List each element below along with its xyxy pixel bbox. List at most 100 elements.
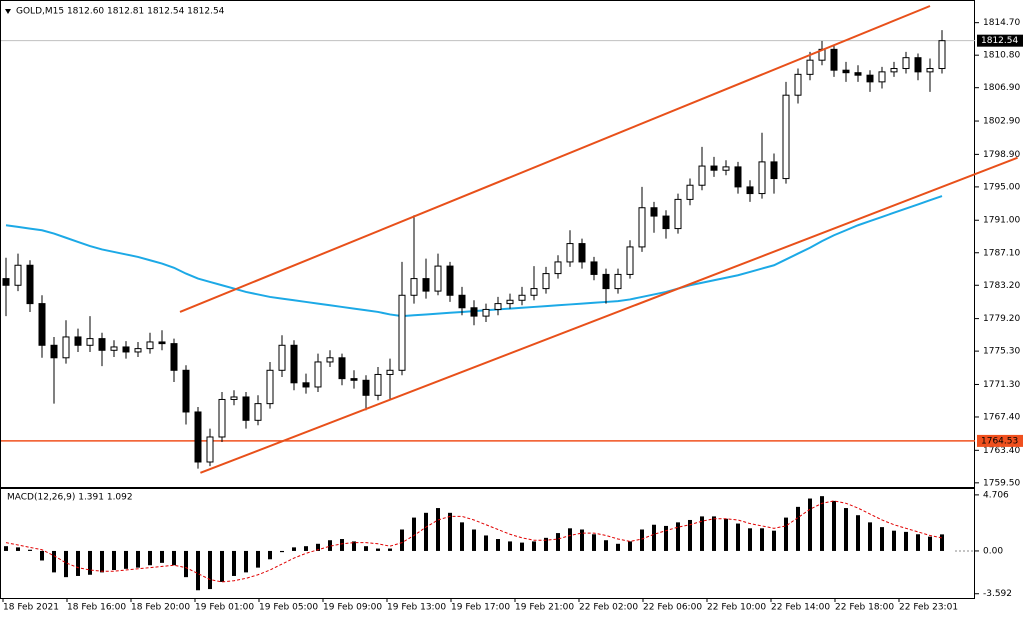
macd-bar	[316, 543, 320, 551]
candle-body	[602, 273, 610, 290]
macd-bar	[244, 550, 248, 573]
macd-bar	[148, 550, 152, 566]
menu-arrow[interactable]	[5, 9, 11, 14]
x-tick-label: 18 Feb 16:00	[67, 603, 126, 613]
macd-bar	[64, 550, 68, 578]
candle-body	[626, 246, 634, 275]
candle-body	[338, 357, 346, 380]
macd-bar	[220, 550, 224, 582]
candle-body	[902, 57, 910, 70]
trend-line	[179, 5, 931, 313]
x-tick-label: 19 Feb 09:00	[323, 603, 382, 613]
macd-bar	[568, 528, 572, 551]
x-tick-label: 19 Feb 13:00	[387, 603, 446, 613]
candle-body	[914, 57, 922, 73]
candle-body	[218, 398, 226, 438]
macd-bar	[652, 524, 656, 551]
y-tick-label: 1802.90	[983, 117, 1020, 127]
candle-body	[122, 346, 130, 353]
candle-body	[362, 379, 370, 396]
macd-bar	[472, 529, 476, 551]
candle-body	[158, 341, 166, 345]
macd-bar	[664, 525, 668, 551]
current-price-label: 1812.54	[981, 36, 1018, 46]
macd-bar	[640, 529, 644, 551]
macd-bar	[808, 498, 812, 551]
y-tick-label: 1810.80	[983, 51, 1020, 61]
macd-bar	[556, 533, 560, 551]
trend-line	[200, 156, 1018, 474]
y-tick-label: 1759.50	[983, 478, 1020, 488]
candle-body	[746, 186, 754, 195]
candle-body	[326, 357, 334, 363]
candle-body	[446, 265, 454, 296]
macd-bar	[388, 548, 392, 551]
macd-bar	[16, 547, 20, 551]
candle-body	[398, 294, 406, 371]
macd-bar	[520, 542, 524, 551]
y-tick-label: 1798.90	[983, 150, 1020, 160]
candle-body	[878, 71, 886, 83]
candle-body	[842, 69, 850, 74]
macd-bar	[280, 550, 284, 553]
macd-signal	[5, 500, 943, 583]
candle-body	[638, 207, 646, 248]
candle-body	[506, 299, 514, 305]
x-tick-label: 22 Feb 14:00	[771, 603, 830, 613]
y-tick-label: 1763.40	[983, 446, 1020, 456]
candle-body	[554, 261, 562, 275]
current-price-box	[977, 34, 1023, 47]
x-tick-label: 19 Feb 01:00	[195, 603, 254, 613]
macd-label: MACD(12,26,9) 1.391 1.092	[7, 493, 133, 503]
macd-bar	[196, 550, 200, 591]
macd-bar	[496, 539, 500, 551]
candle-body	[470, 307, 478, 317]
candle-body	[62, 336, 70, 359]
candle-body	[686, 184, 694, 200]
macd-bar	[532, 541, 536, 551]
candle-body	[614, 273, 622, 290]
candle-body	[146, 341, 154, 350]
x-tick-label: 22 Feb 02:00	[579, 603, 638, 613]
macd-bar	[724, 518, 728, 551]
candle-body	[134, 348, 142, 353]
candle-body	[866, 74, 874, 83]
candle-body	[590, 261, 598, 275]
y-tick-label: 1775.30	[983, 347, 1020, 357]
level-label: 1764.53	[981, 436, 1018, 446]
macd-bar	[844, 508, 848, 551]
level-box	[977, 434, 1023, 447]
candle-body	[782, 94, 790, 180]
x-tick-label: 19 Feb 05:00	[259, 603, 318, 613]
macd-bar	[484, 535, 488, 551]
macd-bar	[784, 517, 788, 551]
macd-bar	[124, 550, 128, 569]
x-tick-label: 22 Feb 10:00	[707, 603, 766, 613]
candle-body	[890, 68, 898, 73]
macd-bar	[436, 508, 440, 551]
candle-body	[278, 344, 286, 371]
macd-bar	[232, 550, 236, 576]
macd-bar	[328, 540, 332, 551]
price-panel	[0, 0, 975, 488]
candle-body	[350, 378, 358, 381]
candle-body	[230, 396, 238, 400]
candle-body	[542, 273, 550, 290]
candle-body	[494, 303, 502, 310]
x-tick-label: 18 Feb 2021	[3, 603, 59, 613]
macd-bar	[268, 550, 272, 560]
macd-bar	[364, 546, 368, 551]
candle-body	[926, 68, 934, 73]
macd-bar	[868, 522, 872, 551]
y-tick-label: 1814.70	[983, 18, 1020, 28]
candle-body	[518, 294, 526, 301]
x-tick-label: 19 Feb 21:00	[515, 603, 574, 613]
y-tick-label: 1783.20	[983, 281, 1020, 291]
macd-bar	[628, 541, 632, 551]
macd-bar	[208, 550, 212, 590]
y-tick-label: 1779.20	[983, 314, 1020, 324]
macd-bar	[748, 528, 752, 551]
candle-body	[758, 161, 766, 195]
candle-body	[314, 361, 322, 388]
